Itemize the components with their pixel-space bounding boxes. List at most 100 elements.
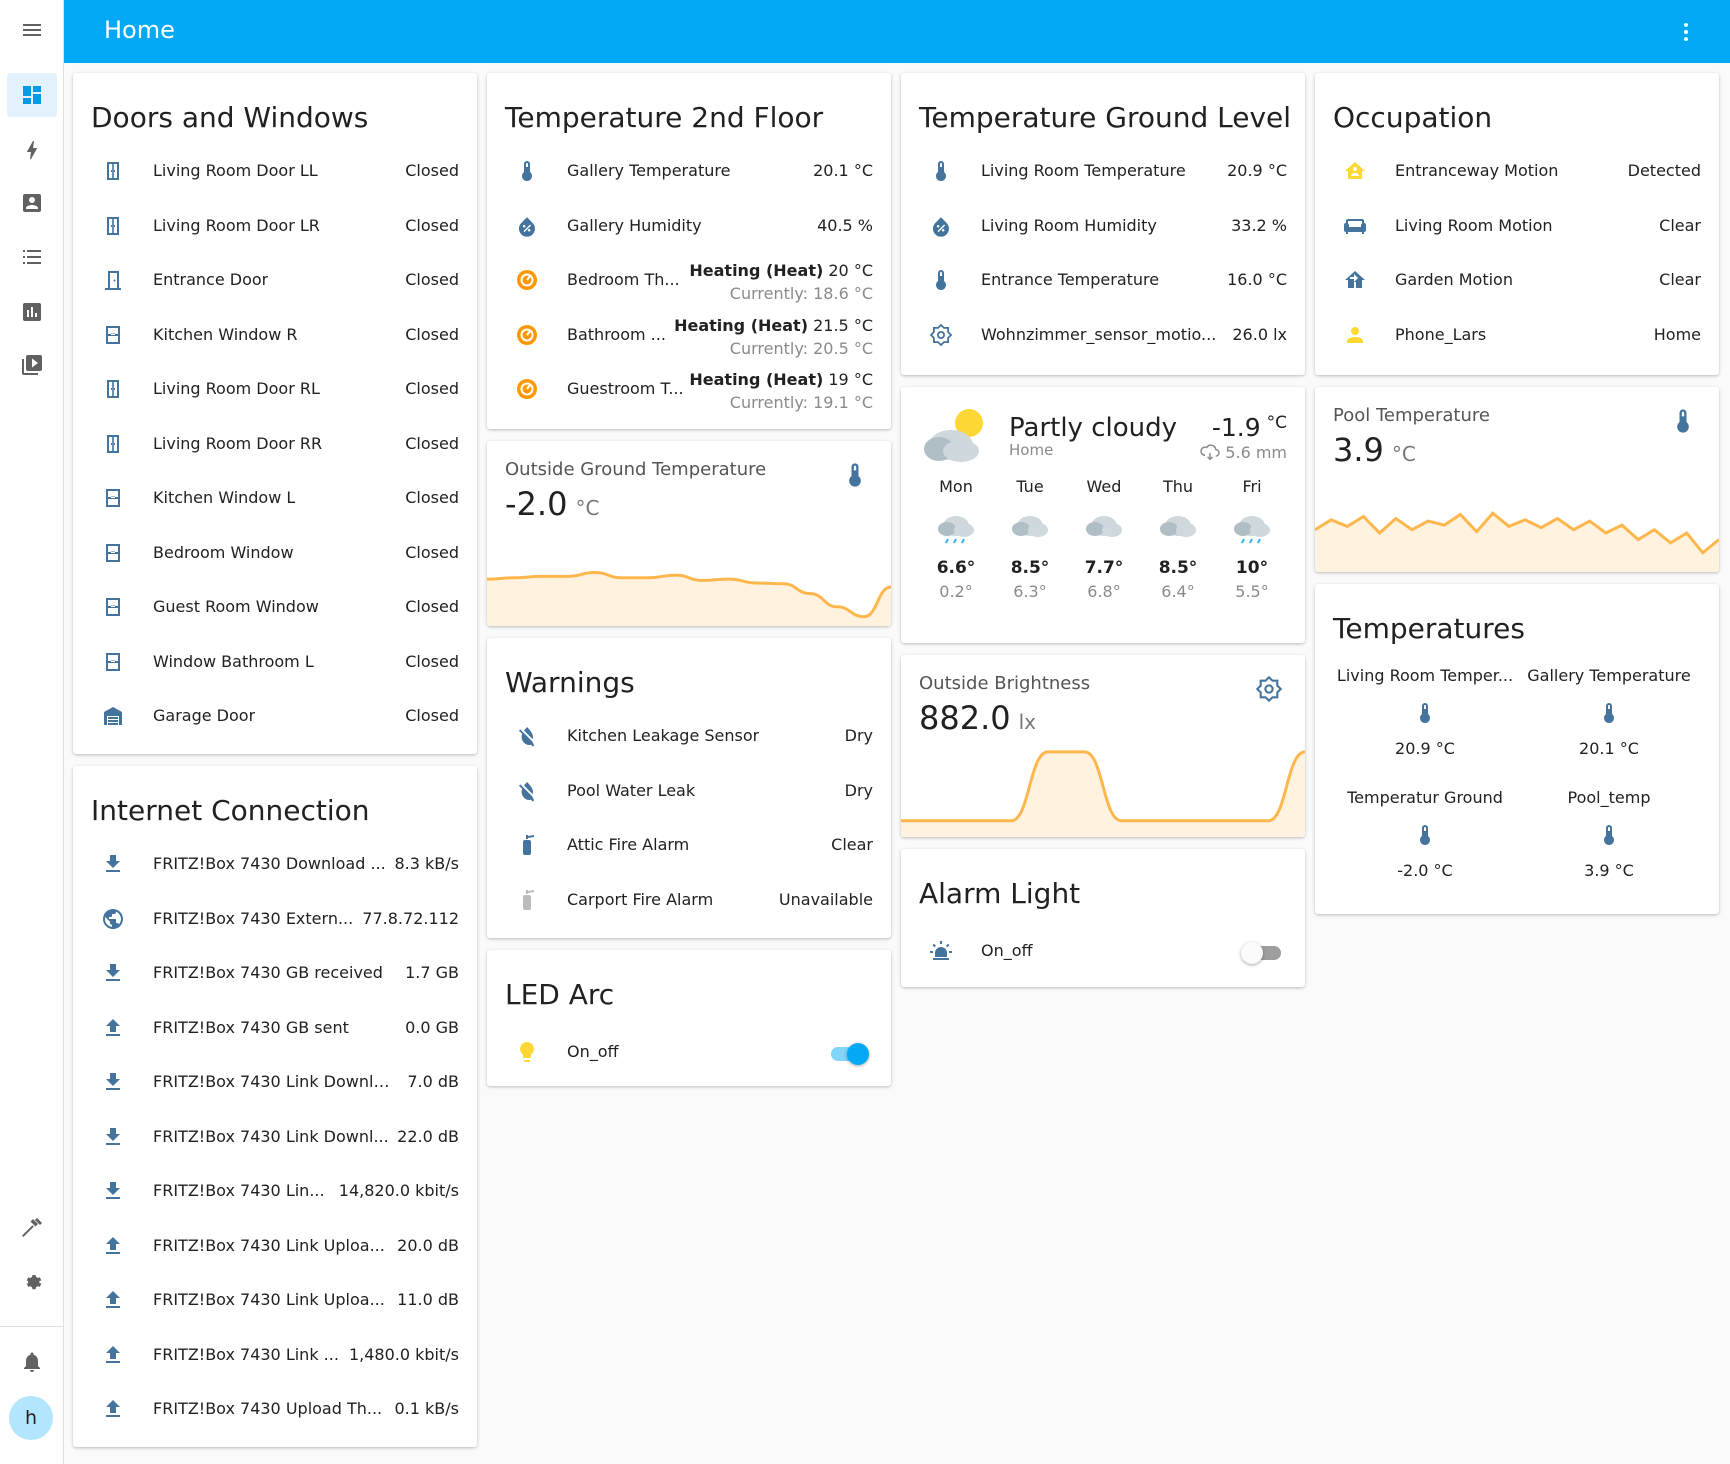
entity-row[interactable]: Entranceway Motion Detected [1315, 151, 1719, 191]
more-vertical-icon[interactable] [1674, 20, 1698, 44]
entity-name: Living Room Temperature [981, 161, 1186, 180]
sidebar-item-developer-tools[interactable] [7, 1206, 57, 1250]
sidebar-item-logbook[interactable] [7, 235, 57, 279]
menu-button[interactable] [7, 8, 57, 52]
garage-icon [101, 704, 125, 728]
lightbulb-icon [515, 1040, 539, 1064]
thermostat-target: 19 °C [828, 370, 873, 389]
entity-row[interactable]: Living Room Temperature 20.9 °C [901, 151, 1305, 191]
sensor-name: Outside Ground Temperature [505, 459, 767, 480]
entity-row[interactable]: Kitchen Window R Closed [73, 315, 477, 355]
entity-row[interactable]: Pool Water Leak Dry [487, 771, 891, 811]
weather-precip-value: 5.6 mm [1225, 443, 1287, 462]
entity-row[interactable]: Living Room Motion Clear [1315, 206, 1719, 246]
entity-row[interactable]: FRITZ!Box 7430 Link Uploa... 20.0 dB [73, 1226, 477, 1266]
entity-state: Clear [831, 835, 873, 854]
entity-row[interactable]: FRITZ!Box 7430 Link ... 1,480.0 kbit/s [73, 1335, 477, 1375]
sidebar-item-settings[interactable] [7, 1260, 57, 1304]
entity-row[interactable]: Attic Fire Alarm Clear [487, 825, 891, 865]
entity-state: Detected [1627, 161, 1701, 180]
entity-row[interactable]: FRITZ!Box 7430 Lin... 14,820.0 kbit/s [73, 1171, 477, 1211]
temperatures-card: Temperatures Living Room Temper... 20.9 °… [1315, 584, 1719, 914]
entity-state: 11.0 dB [397, 1290, 459, 1309]
entity-row[interactable]: Entrance Door Closed [73, 260, 477, 300]
sidebar-item-history[interactable] [7, 290, 57, 334]
entity-row[interactable]: Gallery Humidity 40.5 % [487, 206, 891, 246]
sidebar-item-people[interactable] [7, 181, 57, 225]
alarm-light-toggle[interactable] [1241, 942, 1281, 964]
entity-row[interactable]: Gallery Temperature 20.1 °C [487, 151, 891, 191]
entity-row[interactable]: Garage Door Closed [73, 696, 477, 736]
sidebar-item-overview[interactable] [7, 73, 57, 117]
entity-row[interactable]: FRITZ!Box 7430 GB sent 0.0 GB [73, 1008, 477, 1048]
alarm-light-row[interactable]: On_off [901, 931, 1305, 971]
thermostat-state: Heating (Heat) 20 °C Currently: 18.6 °C [689, 259, 873, 305]
thermostat-row[interactable]: Bedroom Th... Heating (Heat) 20 °C Current… [487, 260, 891, 303]
thermometer-icon [1413, 823, 1437, 847]
entity-row[interactable]: FRITZ!Box 7430 Upload Th... 0.1 kB/s [73, 1389, 477, 1429]
entity-name: Living Room Door RL [153, 379, 320, 398]
entity-row[interactable]: Living Room Humidity 33.2 % [901, 206, 1305, 246]
entity-name: FRITZ!Box 7430 Upload Th... [153, 1399, 383, 1418]
entity-row[interactable]: FRITZ!Box 7430 Download ... 8.3 kB/s [73, 844, 477, 884]
glance-value: 3.9 °C [1584, 861, 1634, 880]
entity-row[interactable]: Entrance Temperature 16.0 °C [901, 260, 1305, 300]
entity-row[interactable]: Living Room Door RL Closed [73, 369, 477, 409]
entity-row[interactable]: Wohnzimmer_sensor_motio... 26.0 lx [901, 315, 1305, 355]
glance-item[interactable]: Gallery Temperature 20.1 °C [1517, 666, 1701, 758]
entity-state: Closed [405, 379, 459, 398]
thermostat-name: Guestroom T... [567, 379, 684, 398]
entity-row[interactable]: Carport Fire Alarm Unavailable [487, 880, 891, 920]
occupation-card: Occupation Entranceway Motion Detected Liv… [1315, 73, 1719, 375]
led-arc-card: LED Arc On_off [487, 950, 891, 1086]
avatar[interactable]: h [9, 1396, 53, 1440]
led-arc-toggle[interactable] [827, 1043, 869, 1065]
upload-icon [101, 1397, 125, 1421]
glance-item[interactable]: Living Room Temper... 20.9 °C [1333, 666, 1517, 758]
window-icon [101, 323, 125, 347]
entity-row[interactable]: Living Room Door LR Closed [73, 206, 477, 246]
entity-row[interactable]: Living Room Door LL Closed [73, 151, 477, 191]
entity-row[interactable]: Window Bathroom L Closed [73, 642, 477, 682]
entity-state: 26.0 lx [1232, 324, 1287, 344]
graph-area [487, 572, 891, 626]
outside-ground-temperature-card[interactable]: Outside Ground Temperature -2.0 °C [487, 441, 891, 626]
forecast-low: 6.4° [1161, 582, 1195, 601]
entity-row[interactable]: Garden Motion Clear [1315, 260, 1719, 300]
entity-row[interactable]: Living Room Door RR Closed [73, 424, 477, 464]
entity-row[interactable]: FRITZ!Box 7430 GB received 1.7 GB [73, 953, 477, 993]
entity-row[interactable]: Guest Room Window Closed [73, 587, 477, 627]
glance-item[interactable]: Pool_temp 3.9 °C [1517, 788, 1701, 880]
glance-item[interactable]: Temperatur Ground -2.0 °C [1333, 788, 1517, 880]
sidebar-item-energy[interactable] [7, 128, 57, 172]
entity-name: Attic Fire Alarm [567, 835, 690, 854]
water-off-icon [515, 724, 539, 748]
entity-row[interactable]: FRITZ!Box 7430 Link Downl... 22.0 dB [73, 1117, 477, 1157]
entity-row[interactable]: Kitchen Window L Closed [73, 478, 477, 518]
entity-row[interactable]: Phone_Lars Home [1315, 315, 1719, 355]
thermostat-row[interactable]: Bathroom ... Heating (Heat) 21.5 °C Curren… [487, 315, 891, 358]
sidebar-item-media[interactable] [7, 343, 57, 387]
entity-name: Guest Room Window [153, 597, 319, 616]
weather-forecast-card[interactable]: Partly cloudy Home -1.9 °C 5.6 mm Mon 6.6°… [901, 387, 1305, 643]
home-motion-icon [1343, 159, 1367, 183]
weather-current-temp: -1.9 °C [1212, 413, 1287, 442]
thermostat-mode: Heating (Heat) [674, 315, 809, 335]
led-arc-row[interactable]: On_off [487, 1032, 891, 1072]
thermostat-mode: Heating (Heat) [689, 261, 824, 280]
sidebar-divider [0, 1326, 64, 1327]
entity-name: Entrance Door [153, 270, 269, 289]
thermostat-row[interactable]: Guestroom T... Heating (Heat) 19 °C Curren… [487, 369, 891, 412]
outside-brightness-card[interactable]: Outside Brightness 882.0 lx [901, 655, 1305, 837]
entity-row[interactable]: FRITZ!Box 7430 Link Uploa... 11.0 dB [73, 1280, 477, 1320]
entity-name: FRITZ!Box 7430 Link Uploa... [153, 1290, 385, 1309]
entity-row[interactable]: FRITZ!Box 7430 Link Downlo... 7.0 dB [73, 1062, 477, 1102]
sidebar-item-notifications[interactable] [7, 1340, 57, 1384]
entity-row[interactable]: Bedroom Window Closed [73, 533, 477, 573]
entity-row[interactable]: FRITZ!Box 7430 Extern... 77.8.72.112 [73, 899, 477, 939]
sofa-icon [1343, 214, 1367, 238]
entity-row[interactable]: Kitchen Leakage Sensor Dry [487, 716, 891, 756]
weather-location: Home [1009, 441, 1054, 459]
pool-temperature-card[interactable]: Pool Temperature 3.9 °C [1315, 387, 1719, 572]
sensor-unit: lx [1018, 710, 1037, 734]
